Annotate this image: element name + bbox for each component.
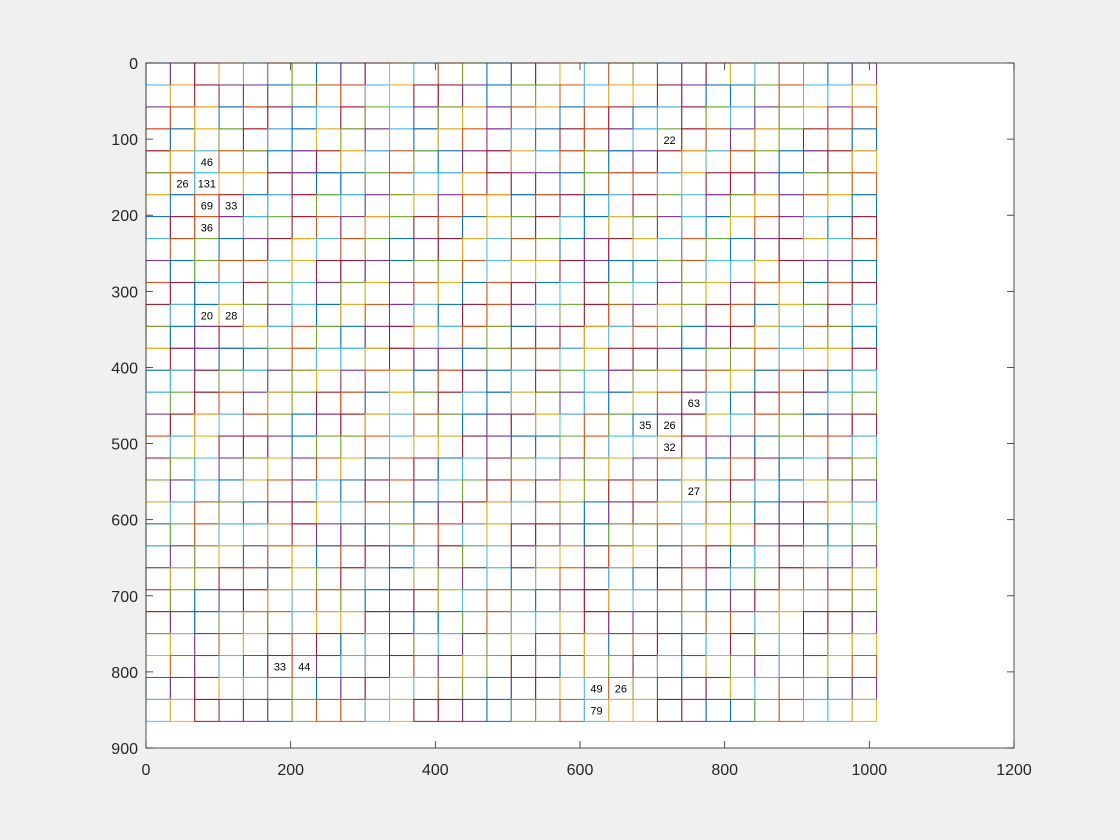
cell-label-background [682,395,705,412]
x-tick-label: 600 [567,762,594,779]
cell-label-background [220,307,243,324]
cell-label: 33 [225,201,237,213]
cell-label: 46 [201,157,213,169]
cell-label: 79 [590,705,602,717]
y-tick-label: 700 [111,589,138,606]
cell-label: 63 [688,398,700,410]
cell-label: 69 [201,201,213,213]
cell-label: 26 [176,179,188,191]
cell-label-background [220,197,243,214]
x-tick-label: 200 [277,762,304,779]
x-tick-label: 0 [142,762,151,779]
cell-label: 28 [225,310,237,322]
y-tick-label: 300 [111,284,138,301]
cell-label: 20 [201,310,213,322]
cell-label-background [585,702,608,719]
cell-label-background [195,153,218,170]
y-tick-label: 800 [111,665,138,682]
cell-label: 33 [274,662,286,674]
y-tick-label: 600 [111,513,138,530]
y-tick-label: 400 [111,360,138,377]
cell-label-background [293,658,316,675]
cell-label-background [268,658,291,675]
grid-cell [851,698,878,722]
cell-label-background [682,482,705,499]
cell-label-background [585,680,608,697]
cell-label-background [195,197,218,214]
x-tick-label: 400 [422,762,449,779]
y-tick-label: 200 [111,208,138,225]
x-tick-label: 1000 [852,762,888,779]
cell-label-background [658,439,681,456]
y-tick-label: 100 [111,132,138,149]
axes-background [146,63,1014,748]
cell-label-background [658,131,681,148]
y-tick-label: 500 [111,437,138,454]
x-tick-label: 800 [711,762,738,779]
cell-label: 32 [663,442,675,454]
cell-label: 27 [688,486,700,498]
cell-label: 44 [298,662,310,674]
cell-label: 35 [639,420,651,432]
cell-label-background [195,307,218,324]
x-axis-ticks: 0 200 400 600 800 1000 1200 [142,63,1032,779]
cell-label: 26 [663,420,675,432]
x-tick-label: 1200 [996,762,1032,779]
cell-label: 131 [198,179,216,191]
cell-label-background [195,219,218,236]
cell-label: 22 [663,135,675,147]
y-axis-ticks: 0 100 200 300 400 500 600 700 800 900 [111,56,1014,758]
cell-label: 36 [201,223,213,235]
cell-label: 26 [615,683,627,695]
cell-label-background [195,175,218,192]
cell-label-background [634,417,657,434]
y-tick-label: 900 [111,741,138,758]
cell-label: 49 [590,683,602,695]
cell-label-background [171,175,194,192]
cell-label-background [658,417,681,434]
cell-label-background [609,680,632,697]
cell-labels: 22 46 26 131 69 33 36 20 28 63 35 26 32 27 33 44 49 26 79 [171,131,705,719]
y-tick-label: 0 [129,56,138,73]
